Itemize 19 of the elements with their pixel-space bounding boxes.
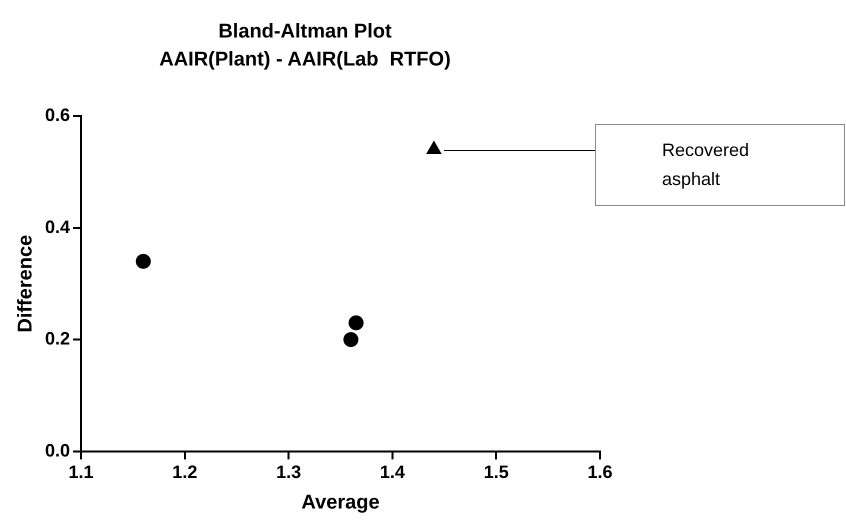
x-tick-label: 1.1 xyxy=(68,462,94,482)
text: Recovered asphalt xyxy=(662,138,750,191)
x-tick-label: 1.6 xyxy=(587,462,613,482)
y-axis-title: Difference xyxy=(14,234,37,333)
y-tick-label: 0.6 xyxy=(44,104,70,125)
point xyxy=(136,254,151,269)
x-tick-label: 1.4 xyxy=(380,462,405,482)
x-tick-label: 1.5 xyxy=(484,462,509,482)
chart-title: Bland-Altman Plot xyxy=(218,20,392,43)
x-tick-label: 1.3 xyxy=(276,462,302,482)
point xyxy=(426,141,442,154)
y-tick-label: 0.2 xyxy=(44,328,70,349)
point xyxy=(348,315,364,330)
y-tick-label: 0.0 xyxy=(44,440,70,460)
x-axis-title: Average xyxy=(301,492,380,514)
y-tick-label: 0.4 xyxy=(44,216,70,237)
x-tick-label: 1.2 xyxy=(172,462,198,482)
chart-subtitle: AAIR(Plant) - AAIR(Lab RTFO) xyxy=(159,48,451,71)
point xyxy=(343,332,358,348)
